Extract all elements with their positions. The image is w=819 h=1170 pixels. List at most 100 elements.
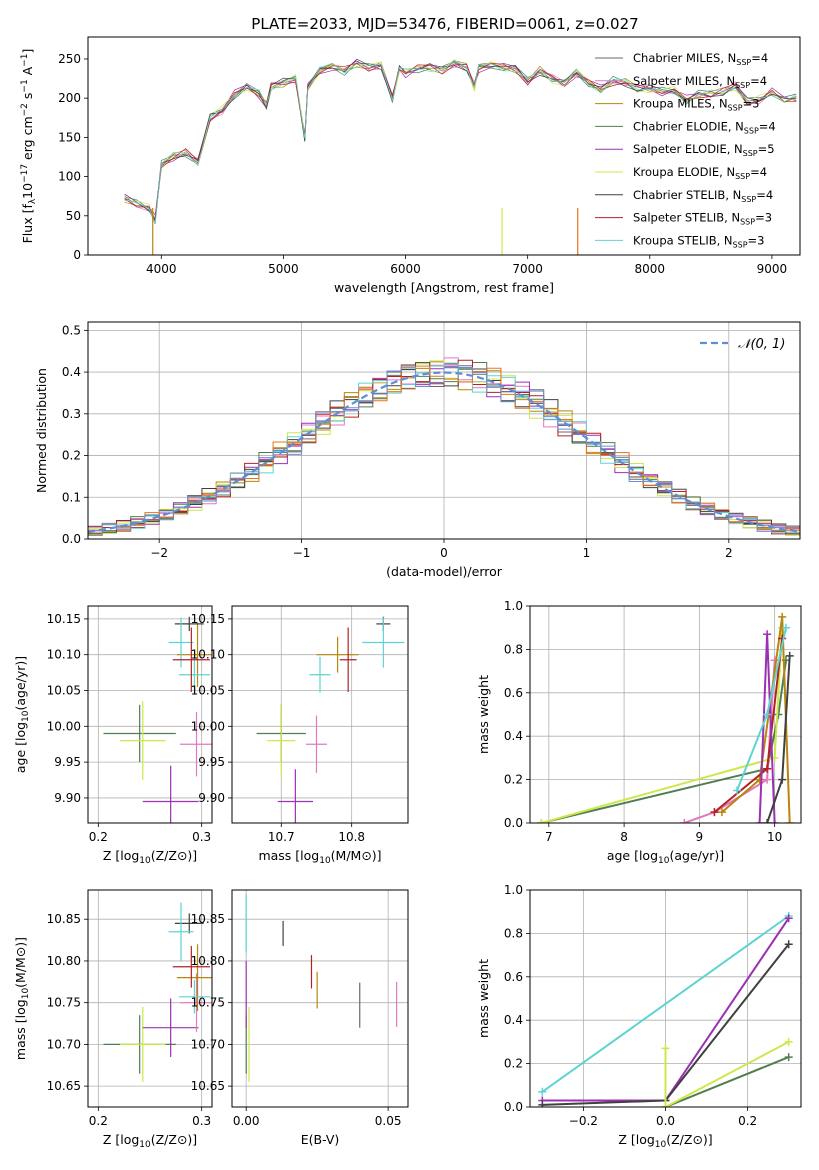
y-tick-label: 0: [73, 248, 81, 262]
legend-name: Kroupa MILES, N: [633, 97, 728, 111]
x-label-sub: 10: [139, 856, 151, 866]
x-tick-label: 7: [545, 830, 553, 844]
x-tick-label: 0.3: [192, 830, 211, 844]
axes: −2 −1 0 1 2 0.0 0.1 0.2 0.3 0.4 0.5 (data-model)/er…: [34, 323, 733, 579]
x-label-sub: 10: [655, 1140, 667, 1150]
y-tick-label: 0.4: [504, 1013, 523, 1027]
weight-marker: [778, 775, 787, 784]
x-tick-label: 4000: [146, 262, 177, 276]
legend-value: =4: [751, 51, 768, 65]
weight-line: [721, 615, 791, 823]
legend-sub: SSP: [736, 58, 751, 67]
x-label-sub: 10: [139, 1140, 151, 1150]
error-bar-point: [174, 913, 204, 934]
x-label-part: Z [log: [618, 1132, 654, 1147]
y-tick-label: 10.65: [47, 1079, 81, 1093]
y-label-part: −1: [20, 54, 30, 67]
axes: 4000 5000 6000 7000 8000 9000 0 50 100 150 200 250 w…: [20, 49, 787, 295]
grid: [88, 606, 212, 823]
y-label-part: −1: [20, 79, 30, 92]
error-bar-point: [172, 627, 210, 692]
x-label-sub: 10: [319, 856, 331, 866]
axes-frame: [87, 605, 213, 824]
x-tick-label: 7000: [512, 262, 543, 276]
y-tick-label: 50: [66, 209, 81, 223]
legend-sub: SSP: [735, 172, 750, 181]
legend-entry: Chabrier ELODIE, NSSP=4: [633, 119, 776, 135]
y-tick-label: 0.8: [504, 926, 523, 940]
y-tick-label: 0.2: [504, 773, 523, 787]
y-tick-label: 100: [58, 170, 81, 184]
weight-line: [665, 1041, 790, 1107]
x-tick-label: 8000: [635, 262, 666, 276]
y-tick-label: 10.75: [47, 996, 81, 1010]
legend-value: =4: [756, 188, 773, 202]
y-tick-label: 0.3: [62, 407, 81, 421]
y-axis-label: Flux [fλ10−17 erg cm−2 s−1 A−1]: [20, 49, 38, 244]
legend: 𝒩(0, 1): [700, 337, 785, 352]
legend-name: Kroupa STELIB, N: [633, 233, 733, 247]
x-label-part: Z [log: [103, 848, 139, 863]
weight-marker: [778, 612, 787, 621]
error-bar-point: [267, 704, 296, 777]
error-bar-point: [174, 616, 204, 632]
weight-marker: [733, 786, 742, 795]
weight-marker: [781, 623, 790, 632]
weight-marker: [763, 819, 772, 823]
y-label-part: λ: [28, 198, 38, 204]
y-label-part: erg cm: [20, 116, 35, 164]
x-axis-label: E(B-V): [301, 1132, 340, 1147]
y-label-part: 10: [20, 183, 35, 199]
legend-value: =4: [750, 74, 767, 88]
x-label-part: (M/M⊙)]: [331, 848, 382, 863]
axes: 0.00 0.05 10.65 10.70 10.75 10.80 10.85 E(B-V): [191, 912, 402, 1147]
legend-sub: SSP: [740, 218, 755, 227]
y-label-part: (age/yr)]: [13, 656, 28, 711]
plot-area: [256, 616, 405, 823]
error-bar-point: [316, 636, 359, 673]
axes-frame: [231, 605, 409, 824]
weight-marker: [784, 940, 793, 949]
plot-area: [538, 912, 793, 1107]
legend-sub: SSP: [733, 240, 748, 249]
y-tick-label: 10.05: [47, 684, 81, 698]
y-tick-label: 10.00: [191, 719, 225, 733]
error-bar-point: [179, 711, 212, 777]
legend-entry: Kroupa MILES, NSSP=3: [633, 97, 759, 113]
y-tick-label: 250: [58, 52, 81, 66]
x-label-part: Z [log: [103, 1132, 139, 1147]
y-tick-label: 10.15: [47, 612, 81, 626]
axes: 0.2 0.3 9.90 9.95 10.00 10.05 10.10 10.15 Z [log…: [13, 612, 211, 866]
y-label-part: ]: [20, 49, 35, 54]
plot-area: [103, 902, 212, 1082]
axes-frame: [87, 36, 801, 256]
x-label-part: age [log: [607, 848, 658, 863]
x-tick-label: −0.2: [569, 1114, 598, 1128]
legend-entry: Kroupa STELIB, NSSP=3: [633, 233, 764, 249]
weight-marker: [717, 808, 726, 817]
x-tick-label: 9: [696, 830, 704, 844]
weight-marker: [770, 656, 779, 665]
x-tick-label: 6000: [390, 262, 421, 276]
plot-area: [124, 58, 797, 255]
x-axis-label: age [log10(age/yr)]: [607, 848, 724, 866]
x-label-part: (Z/Z⊙)]: [151, 1132, 197, 1147]
weight-marker: [661, 1103, 670, 1107]
spectrum-line: [124, 62, 797, 221]
x-label-part: mass [log: [258, 848, 319, 863]
y-tick-label: 9.95: [54, 755, 81, 769]
error-bar-point: [178, 656, 210, 693]
axes-frame: [87, 889, 213, 1108]
weight-line: [713, 638, 784, 813]
x-axis-label: Z [log10(Z/Z⊙)]: [618, 1132, 712, 1150]
error-bar-point: [172, 945, 210, 988]
error-bar-point: [120, 701, 166, 781]
y-tick-label: 0.2: [62, 449, 81, 463]
legend-value: =5: [758, 142, 775, 156]
y-tick-label: 0.4: [504, 729, 523, 743]
y-tick-label: 150: [58, 130, 81, 144]
x-tick-label: 0: [440, 546, 448, 560]
